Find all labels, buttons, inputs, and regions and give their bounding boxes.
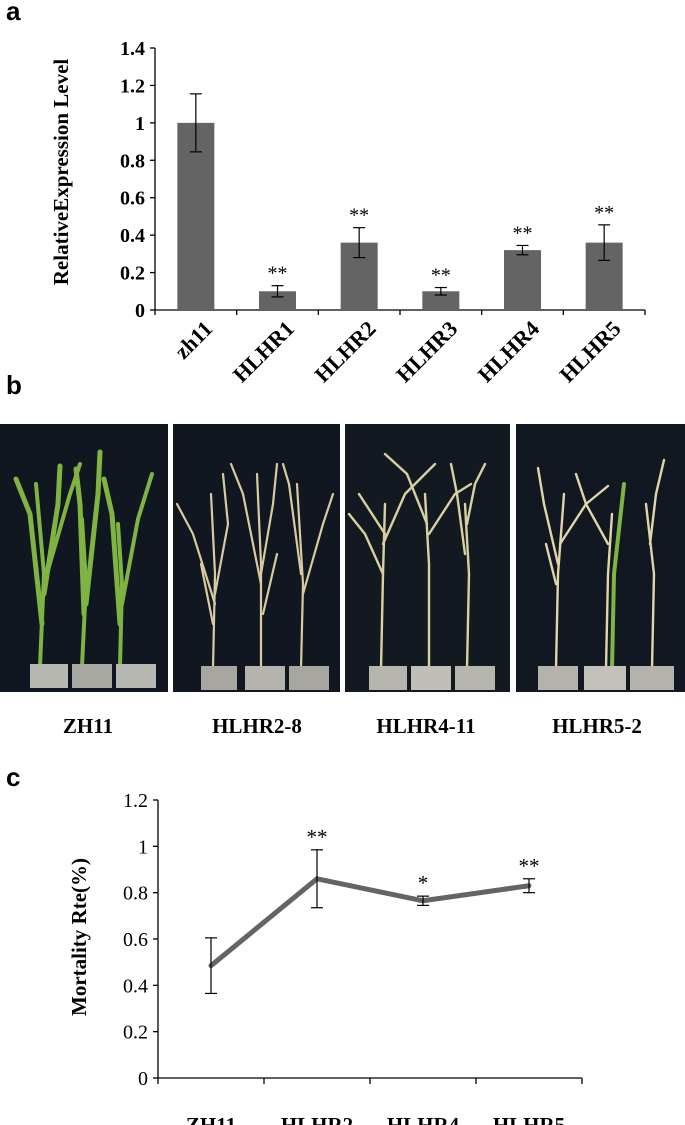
y-tick-label: 1.4 [120,38,145,60]
significance-mark: ** [513,222,533,244]
x-tick-label: zh11 [169,316,217,364]
bar [504,250,541,310]
significance-mark: ** [349,205,369,227]
y-tick-label: 0 [135,300,145,322]
photo-hlhr5-2 [516,424,685,692]
photo-label-hlhr2-8: HLHR2-8 [212,714,302,738]
y-tick-label: 1.2 [123,790,148,812]
panel-letter-c: c [6,762,21,792]
y-tick-label: 0 [138,1068,148,1090]
x-tick-label: ZH11 [186,1113,236,1125]
significance-mark: * [418,871,429,895]
bar [177,122,215,310]
bar [259,291,296,310]
x-tick-label: HLHR2 [309,316,380,387]
bar [422,291,460,310]
y-tick-label: 0.4 [123,975,148,997]
x-tick-label: HLHR4 [473,316,544,387]
panel-letter-b: b [6,370,22,400]
y-tick-label: 0.2 [123,1022,148,1044]
photo-zh11 [0,424,168,692]
y-axis-label: Mortality Rte(%) [67,858,91,1016]
photo-label-hlhr5-2: HLHR5-2 [552,714,642,738]
photo-hlhr2-8 [173,424,340,692]
x-tick-label: HLHR1 [228,316,299,387]
y-tick-label: 1 [138,836,148,858]
x-tick-label: HLHR2 [281,1113,353,1125]
panel-letter-a: a [6,0,21,26]
y-tick-label: 0.6 [120,188,145,210]
y-tick-label: 0.8 [123,883,148,905]
mortality-series-line [209,876,530,968]
x-tick-label: HLHR3 [391,316,462,387]
significance-mark: ** [431,265,451,287]
y-tick-label: 1.2 [120,75,145,97]
photo-label-hlhr4-11: HLHR4-11 [376,714,476,738]
significance-mark: ** [594,202,614,224]
photo-label-zh11: ZH11 [62,714,114,738]
y-tick-label: 0.4 [120,225,145,247]
mortality-line-chart: Mortality Rte(%) 00.20.40.60.811.2ZH11**… [67,790,583,1125]
x-tick-label: HLHR4 [387,1113,460,1125]
y-axis-label: RelativeExpression Level [49,59,73,286]
x-tick-label: HLHR5 [554,316,625,387]
y-tick-label: 0.2 [120,263,145,285]
significance-mark: ** [268,263,288,285]
y-tick-label: 1 [135,113,145,135]
significance-mark: ** [307,825,328,849]
expression-bar-chart: RelativeExpression Level 0 0.2 0.4 0.6 0.8 1 1… [49,38,646,387]
plant-photos [0,424,685,692]
x-tick-label: HLHR5 [493,1113,565,1125]
photo-hlhr4-11 [345,424,510,692]
significance-mark: ** [519,854,540,878]
y-tick-label: 0.6 [123,929,148,951]
y-tick-label: 0.8 [120,150,145,172]
